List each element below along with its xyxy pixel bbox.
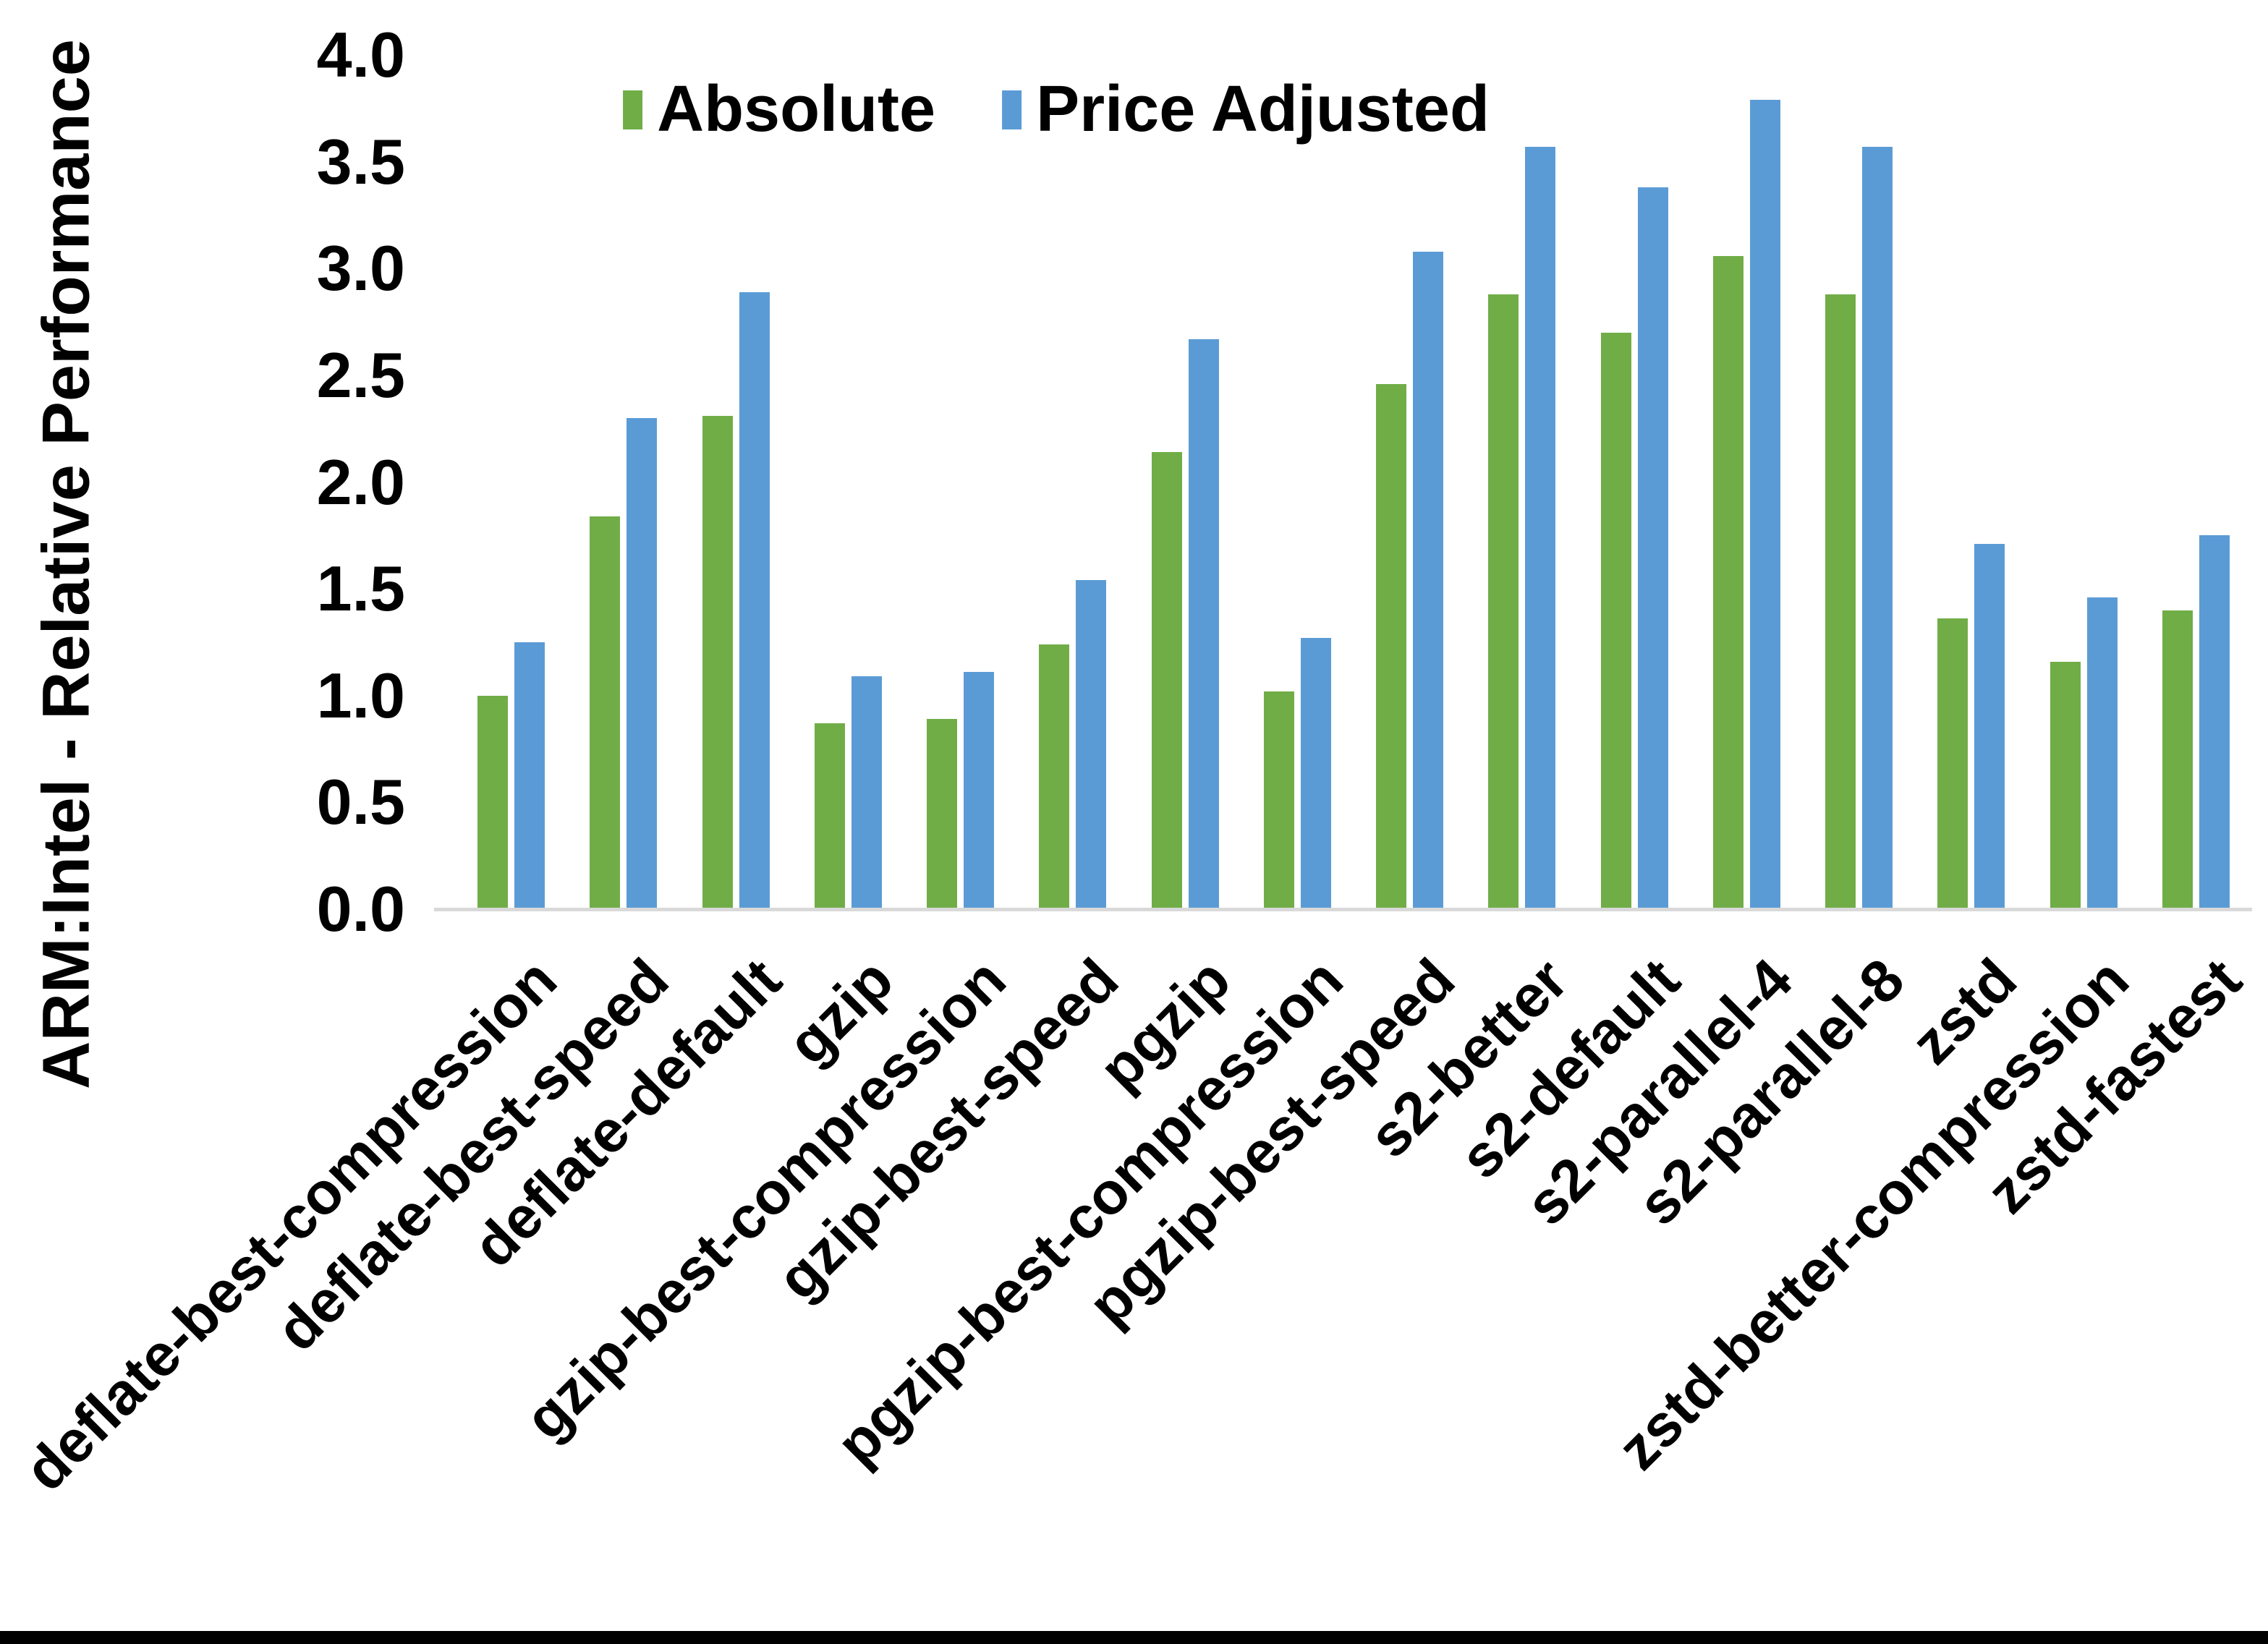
bar-group xyxy=(1466,55,1578,909)
bar-absolute-zstd-better-compression xyxy=(2050,661,2081,909)
bar-group xyxy=(1691,55,1803,909)
y-tick-label: 3.5 xyxy=(316,125,405,197)
bar-price-adjusted-gzip-best-compression xyxy=(964,672,995,909)
bar-group xyxy=(1016,55,1129,909)
bar-price-adjusted-zstd-better-compression xyxy=(2086,597,2118,909)
y-tick-label: 4.0 xyxy=(316,19,405,90)
bar-absolute-s2-default xyxy=(1600,332,1631,909)
bar-price-adjusted-zstd xyxy=(1974,544,2005,909)
bar-group xyxy=(1579,55,1691,909)
bar-absolute-zstd-fastest xyxy=(2162,610,2193,909)
bar-price-adjusted-gzip-best-speed xyxy=(1076,580,1107,909)
y-axis-title: ARM:Intel - Relative Performance xyxy=(29,39,103,1089)
bar-absolute-s2-parallel-4 xyxy=(1712,255,1744,909)
bar-price-adjusted-pgzip-best-speed xyxy=(1413,251,1444,909)
bar-absolute-pgzip-best-speed xyxy=(1376,383,1407,909)
legend-label-absolute: Absolute xyxy=(657,73,936,145)
bar-absolute-s2-better xyxy=(1488,294,1519,909)
bar-group xyxy=(2028,55,2140,909)
bar-price-adjusted-zstd-fastest xyxy=(2199,535,2230,909)
legend-label-price-adjusted: Price Adjusted xyxy=(1036,73,1490,145)
bar-price-adjusted-pgzip xyxy=(1188,338,1219,909)
y-tick-label: 3.0 xyxy=(316,232,405,304)
bar-group xyxy=(1129,55,1241,909)
bar-price-adjusted-s2-default xyxy=(1637,187,1668,909)
bar-group xyxy=(1354,55,1466,909)
bottom-border xyxy=(0,1631,2268,1644)
y-tick-label: 0.5 xyxy=(316,766,405,838)
bar-absolute-gzip-best-compression xyxy=(927,719,958,909)
bar-absolute-deflate-default xyxy=(702,415,733,909)
bar-absolute-pgzip-best-compression xyxy=(1263,691,1294,909)
bar-price-adjusted-deflate-default xyxy=(739,291,770,909)
x-axis-line xyxy=(434,908,2252,911)
legend-swatch-absolute-icon xyxy=(623,90,643,129)
bar-absolute-pgzip xyxy=(1151,452,1182,909)
bar-group xyxy=(792,55,904,909)
legend-swatch-price-adjusted-icon xyxy=(1002,90,1022,129)
legend-item-absolute: Absolute xyxy=(623,72,935,147)
bar-group xyxy=(1803,55,1915,909)
bar-price-adjusted-s2-parallel-8 xyxy=(1862,146,1893,909)
legend-item-price-adjusted: Price Adjusted xyxy=(1002,72,1490,147)
bar-absolute-deflate-best-compression xyxy=(477,695,509,909)
bar-absolute-gzip-best-speed xyxy=(1039,644,1070,909)
bar-group xyxy=(567,55,679,909)
bar-group xyxy=(455,55,567,909)
y-tick-label: 1.0 xyxy=(316,659,405,731)
y-tick-label: 0.0 xyxy=(316,873,405,945)
bar-absolute-deflate-best-speed xyxy=(590,516,621,909)
y-tick-label: 2.0 xyxy=(316,446,405,518)
bar-group xyxy=(2140,55,2252,909)
bar-price-adjusted-s2-parallel-4 xyxy=(1749,100,1780,909)
bar-group xyxy=(904,55,1016,909)
bar-absolute-zstd xyxy=(1937,618,1968,909)
y-tick-label: 2.5 xyxy=(316,338,405,411)
bar-absolute-s2-parallel-8 xyxy=(1825,294,1856,909)
bar-group xyxy=(680,55,792,909)
bar-group xyxy=(1915,55,2027,909)
plot-area xyxy=(455,55,2252,909)
bar-price-adjusted-pgzip-best-compression xyxy=(1300,638,1331,909)
bar-price-adjusted-deflate-best-speed xyxy=(627,417,658,909)
bar-price-adjusted-gzip xyxy=(851,676,882,909)
y-tick-label: 1.5 xyxy=(316,553,405,625)
bar-absolute-gzip xyxy=(814,723,845,909)
bar-group xyxy=(1241,55,1354,909)
bar-price-adjusted-deflate-best-compression xyxy=(514,642,545,909)
legend: Absolute Price Adjusted xyxy=(623,72,1490,147)
bar-price-adjusted-s2-better xyxy=(1525,146,1556,909)
